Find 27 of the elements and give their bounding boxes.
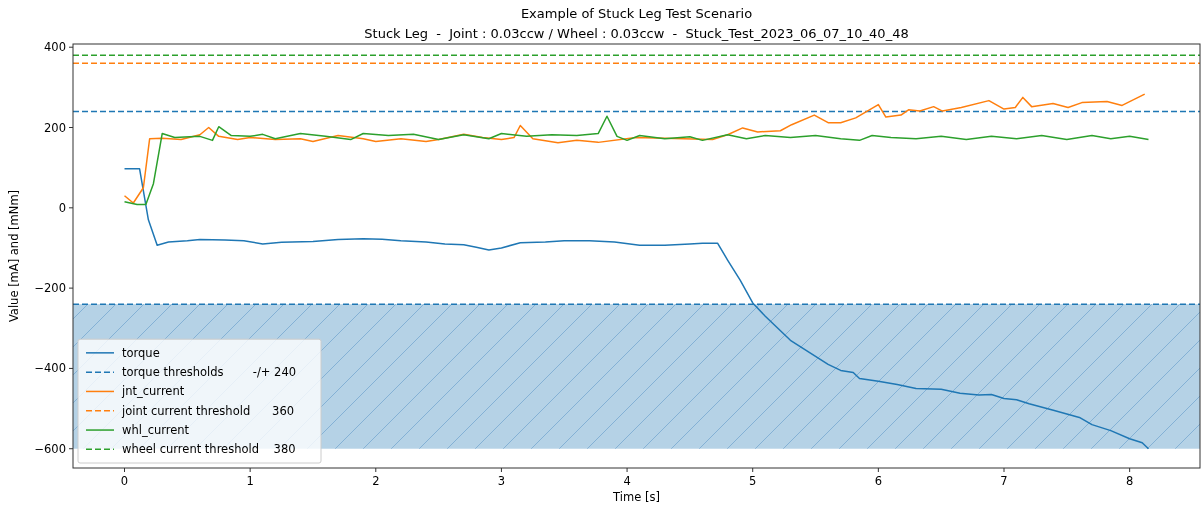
x-axis-title: Time [s] [612,490,660,504]
legend-label: wheel current threshold 380 [122,442,296,457]
y-tick-label: 400 [44,40,66,55]
x-tick-label: 3 [497,474,506,488]
y-tick-label: −200 [34,281,66,296]
y-tick-label: −400 [34,361,66,376]
x-tick-label: 0 [120,474,129,488]
line-series [123,115,1150,206]
y-tick-label: −600 [34,441,66,456]
y-tick-label: 0 [58,200,66,215]
legend-label: torque thresholds -/+ 240 [122,365,297,380]
legend-label: jnt_current [121,384,185,399]
x-tick-label: 8 [1125,474,1134,488]
x-tick-label: 7 [1000,474,1008,488]
x-tick-label: 1 [246,474,254,488]
chart-title: Example of Stuck Leg Test Scenario [520,6,753,21]
chart-subtitle: Stuck Leg - Joint : 0.03ccw / Wheel : 0.03ccw - Stuck_Test_2023_06_07_10_40_48 [364,26,909,41]
y-tick-label: 200 [44,120,66,135]
x-tick-label: 2 [372,474,380,488]
x-tick-label: 5 [749,474,757,488]
legend-label: joint current threshold 360 [121,403,295,418]
line-series [123,93,1146,204]
legend-label: whl_current [122,423,190,438]
legend-label: torque [122,345,160,360]
x-tick-label: 6 [874,474,883,488]
y-axis-title: Value [mA] and [mNm] [7,189,21,323]
x-tick-label: 4 [623,474,631,488]
